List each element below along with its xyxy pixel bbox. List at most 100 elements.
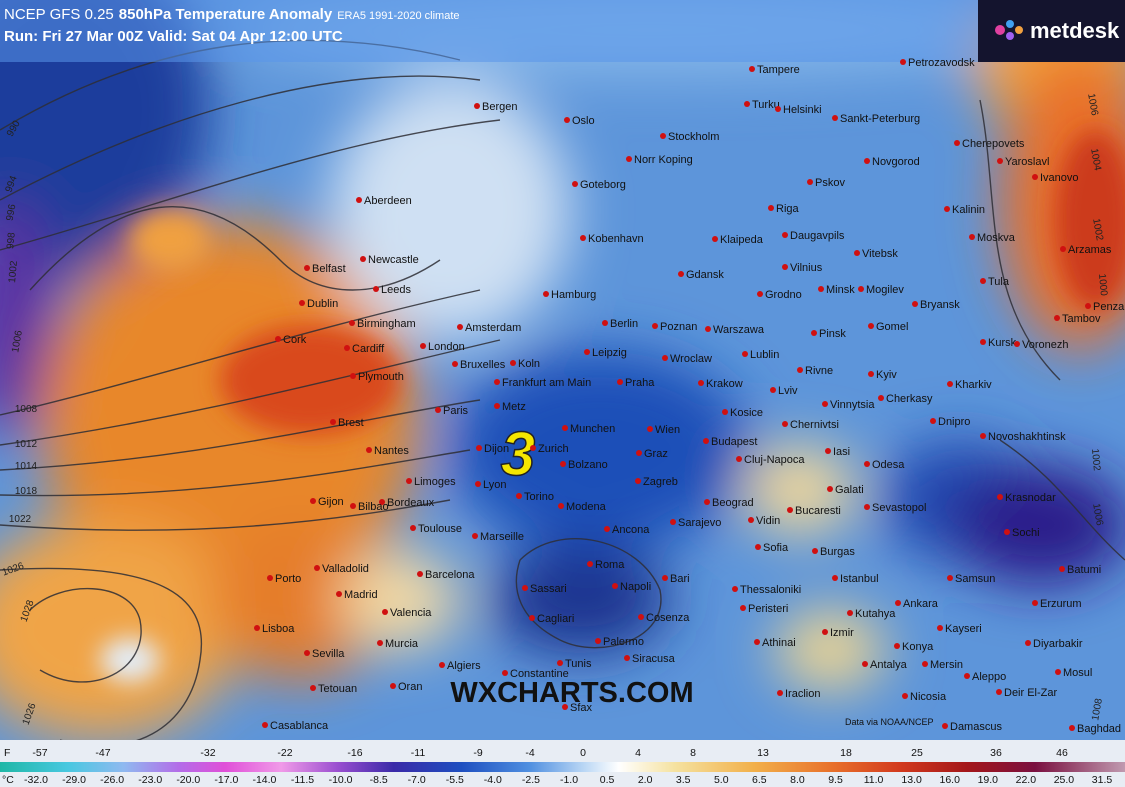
city-label: Bolzano (568, 459, 608, 471)
city-dot (787, 507, 793, 513)
city-dot (811, 330, 817, 336)
city-label: Beograd (712, 497, 754, 509)
city-label: Aleppo (972, 671, 1006, 683)
city-label: Munchen (570, 423, 615, 435)
city-dot (612, 583, 618, 589)
f-label: -22 (277, 747, 292, 759)
city-label: Kutahya (855, 608, 896, 620)
city-dot (894, 643, 900, 649)
c-label: 11.0 (864, 774, 884, 786)
city-dot (797, 367, 803, 373)
city-label: Nicosia (910, 691, 947, 703)
city-label: Konya (902, 641, 934, 653)
city-label: Brest (338, 417, 364, 429)
city-dot (660, 133, 666, 139)
city-label: Gdansk (686, 269, 724, 281)
city-label: Kayseri (945, 623, 982, 635)
city-dot (390, 683, 396, 689)
city-dot (502, 670, 508, 676)
city-dot (457, 324, 463, 330)
city-label: London (428, 341, 465, 353)
city-label: Murcia (385, 638, 419, 650)
city-label: Wroclaw (670, 353, 712, 365)
c-label: -1.0 (560, 774, 578, 786)
city-label: Damascus (950, 721, 1002, 733)
city-label: Plymouth (358, 371, 404, 383)
run-info: Run: Fri 27 Mar 00Z Valid: Sat 04 Apr 12… (4, 28, 343, 45)
c-label: -11.5 (291, 774, 314, 786)
city-dot (895, 600, 901, 606)
city-dot (902, 693, 908, 699)
city-label: Rivne (805, 365, 833, 377)
city-dot (1025, 640, 1031, 646)
legend: F °C -57 -47 -32 -22 -16 -11 -9 -4 0 4 8 13 18 25 36 46… (0, 740, 1125, 787)
city-dot (254, 625, 260, 631)
city-label: Sevastopol (872, 502, 926, 514)
city-labels: Tampere Petrozavodsk Bergen Oslo Turku Helsin… (254, 57, 1125, 735)
c-unit: °C (2, 774, 14, 786)
isobar-label: 996 (5, 203, 19, 222)
city-dot (366, 447, 372, 453)
city-label: Vilnius (790, 262, 823, 274)
city-label: Leipzig (592, 347, 627, 359)
isobar-label: 1018 (15, 486, 38, 497)
city-label: Erzurum (1040, 598, 1082, 610)
city-dot (356, 197, 362, 203)
city-dot (748, 517, 754, 523)
city-dot (732, 586, 738, 592)
c-label: -17.0 (214, 774, 238, 786)
city-label: Palermo (603, 636, 644, 648)
c-label: -7.0 (408, 774, 426, 786)
city-dot (474, 103, 480, 109)
city-dot (475, 481, 481, 487)
city-dot (1055, 669, 1061, 675)
city-dot (529, 615, 535, 621)
city-dot (698, 380, 704, 386)
logo: metdesk (1030, 18, 1120, 43)
city-dot (782, 264, 788, 270)
city-dot (712, 236, 718, 242)
city-dot (379, 499, 385, 505)
city-dot (980, 433, 986, 439)
city-dot (744, 101, 750, 107)
f-label: -32 (200, 747, 215, 759)
city-dot (969, 234, 975, 240)
f-label: 4 (635, 747, 641, 759)
c-label: -5.5 (446, 774, 464, 786)
city-dot (310, 498, 316, 504)
city-dot (947, 575, 953, 581)
city-label: Casablanca (270, 720, 329, 732)
city-label: Yaroslavl (1005, 156, 1049, 168)
city-label: Oran (398, 681, 422, 693)
city-dot (755, 544, 761, 550)
c-label: -2.5 (522, 774, 540, 786)
city-label: Deir El-Zar (1004, 687, 1058, 699)
marker: 3 (501, 420, 535, 489)
city-dot (922, 661, 928, 667)
city-dot (476, 445, 482, 451)
c-label: 0.5 (600, 774, 615, 786)
c-label: -26.0 (100, 774, 124, 786)
city-label: Tampere (757, 64, 800, 76)
city-label: Bruxelles (460, 359, 506, 371)
city-label: Dublin (307, 298, 338, 310)
isobar-label: 1002 (1089, 448, 1102, 472)
c-label: 8.0 (790, 774, 805, 786)
city-dot (777, 690, 783, 696)
city-label: Baghdad (1077, 723, 1121, 735)
city-label: Sfax (570, 702, 593, 714)
city-dot (1004, 529, 1010, 535)
city-dot (703, 438, 709, 444)
model: NCEP GFS 0.25 (4, 6, 114, 23)
city-label: Gomel (876, 321, 908, 333)
city-dot (638, 614, 644, 620)
city-label: Sassari (530, 583, 567, 595)
city-label: Bucaresti (795, 505, 841, 517)
city-dot (749, 66, 755, 72)
city-dot (947, 381, 953, 387)
city-label: Ankara (903, 598, 939, 610)
city-dot (635, 478, 641, 484)
city-dot (822, 401, 828, 407)
city-dot (344, 345, 350, 351)
